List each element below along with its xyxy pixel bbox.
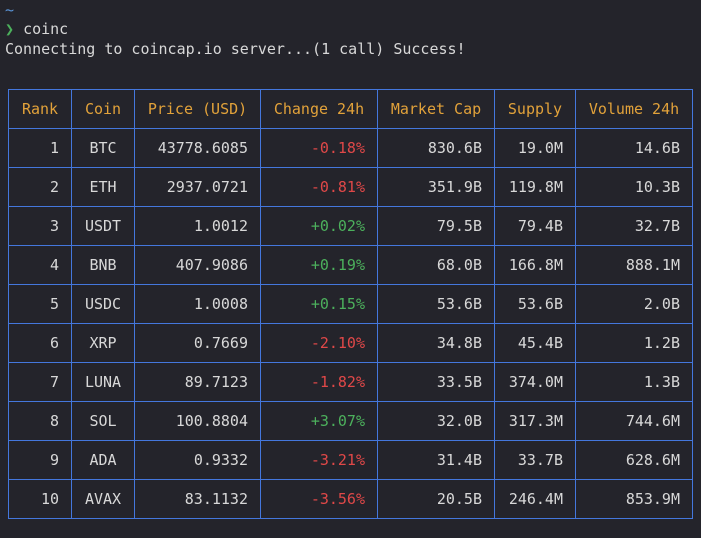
table-row: 4 BNB 407.9086 +0.19% 68.0B 166.8M 888.1M xyxy=(8,245,693,285)
cell-supply: 33.7B xyxy=(494,440,576,480)
cell-price: 0.9332 xyxy=(134,440,261,480)
header-supply: Supply xyxy=(494,89,576,129)
table-row: 7 LUNA 89.7123 -1.82% 33.5B 374.0M 1.3B xyxy=(8,362,693,402)
header-row: Rank Coin Price (USD) Change 24h Market … xyxy=(8,89,693,129)
table-row: 5 USDC 1.0008 +0.15% 53.6B 53.6B 2.0B xyxy=(8,284,693,324)
table-row: 10 AVAX 83.1132 -3.56% 20.5B 246.4M 853.9M xyxy=(8,479,693,519)
cell-volume: 32.7B xyxy=(575,206,693,246)
status-message: Connecting to coincap.io server...(1 cal… xyxy=(5,40,466,58)
cell-supply: 317.3M xyxy=(494,401,576,441)
cell-rank: 4 xyxy=(8,245,72,285)
cell-volume: 888.1M xyxy=(575,245,693,285)
cell-price: 89.7123 xyxy=(134,362,261,402)
cell-supply: 45.4B xyxy=(494,323,576,363)
cell-change: -0.18% xyxy=(260,128,378,168)
cell-price: 407.9086 xyxy=(134,245,261,285)
cell-change: -3.21% xyxy=(260,440,378,480)
cell-coin: SOL xyxy=(71,401,135,441)
cell-volume: 10.3B xyxy=(575,167,693,207)
header-volume: Volume 24h xyxy=(575,89,693,129)
cell-coin: XRP xyxy=(71,323,135,363)
cell-market-cap: 79.5B xyxy=(377,206,495,246)
header-change: Change 24h xyxy=(260,89,378,129)
cell-rank: 5 xyxy=(8,284,72,324)
header-market-cap: Market Cap xyxy=(377,89,495,129)
command-text: coinc xyxy=(23,20,69,38)
cell-coin: USDT xyxy=(71,206,135,246)
cell-coin: ADA xyxy=(71,440,135,480)
cell-coin: USDC xyxy=(71,284,135,324)
cell-rank: 6 xyxy=(8,323,72,363)
cell-market-cap: 34.8B xyxy=(377,323,495,363)
cell-price: 43778.6085 xyxy=(134,128,261,168)
cell-rank: 2 xyxy=(8,167,72,207)
cell-change: -3.56% xyxy=(260,479,378,519)
cell-change: +0.15% xyxy=(260,284,378,324)
cell-change: +0.02% xyxy=(260,206,378,246)
table-row: 8 SOL 100.8804 +3.07% 32.0B 317.3M 744.6M xyxy=(8,401,693,441)
table-row: 1 BTC 43778.6085 -0.18% 830.6B 19.0M 14.6B xyxy=(8,128,693,168)
cell-supply: 119.8M xyxy=(494,167,576,207)
cell-price: 1.0012 xyxy=(134,206,261,246)
cell-change: +3.07% xyxy=(260,401,378,441)
cell-market-cap: 830.6B xyxy=(377,128,495,168)
cell-market-cap: 32.0B xyxy=(377,401,495,441)
cell-market-cap: 33.5B xyxy=(377,362,495,402)
cell-price: 100.8804 xyxy=(134,401,261,441)
cell-rank: 10 xyxy=(8,479,72,519)
cell-rank: 1 xyxy=(8,128,72,168)
cell-supply: 246.4M xyxy=(494,479,576,519)
cell-change: -1.82% xyxy=(260,362,378,402)
cell-volume: 628.6M xyxy=(575,440,693,480)
cell-supply: 53.6B xyxy=(494,284,576,324)
table-row: 3 USDT 1.0012 +0.02% 79.5B 79.4B 32.7B xyxy=(8,206,693,246)
cell-rank: 8 xyxy=(8,401,72,441)
cell-volume: 1.3B xyxy=(575,362,693,402)
table-row: 9 ADA 0.9332 -3.21% 31.4B 33.7B 628.6M xyxy=(8,440,693,480)
cell-volume: 2.0B xyxy=(575,284,693,324)
cell-price: 1.0008 xyxy=(134,284,261,324)
cell-volume: 853.9M xyxy=(575,479,693,519)
table-row: 6 XRP 0.7669 -2.10% 34.8B 45.4B 1.2B xyxy=(8,323,693,363)
cell-supply: 19.0M xyxy=(494,128,576,168)
prompt-arrow-icon: ❯ xyxy=(5,20,15,38)
cell-rank: 9 xyxy=(8,440,72,480)
cell-rank: 3 xyxy=(8,206,72,246)
command-line[interactable]: ❯ coinc xyxy=(5,19,68,39)
cell-market-cap: 68.0B xyxy=(377,245,495,285)
cell-coin: BTC xyxy=(71,128,135,168)
cell-change: -2.10% xyxy=(260,323,378,363)
cell-volume: 744.6M xyxy=(575,401,693,441)
cell-supply: 79.4B xyxy=(494,206,576,246)
cell-volume: 14.6B xyxy=(575,128,693,168)
cell-supply: 166.8M xyxy=(494,245,576,285)
cell-market-cap: 351.9B xyxy=(377,167,495,207)
cell-price: 2937.0721 xyxy=(134,167,261,207)
cell-coin: AVAX xyxy=(71,479,135,519)
header-coin: Coin xyxy=(71,89,135,129)
cell-coin: BNB xyxy=(71,245,135,285)
cell-rank: 7 xyxy=(8,362,72,402)
header-rank: Rank xyxy=(8,89,72,129)
header-price: Price (USD) xyxy=(134,89,261,129)
table-row: 2 ETH 2937.0721 -0.81% 351.9B 119.8M 10.3B xyxy=(8,167,693,207)
cell-price: 83.1132 xyxy=(134,479,261,519)
cell-coin: ETH xyxy=(71,167,135,207)
cell-change: -0.81% xyxy=(260,167,378,207)
cell-market-cap: 31.4B xyxy=(377,440,495,480)
cell-volume: 1.2B xyxy=(575,323,693,363)
cell-supply: 374.0M xyxy=(494,362,576,402)
cell-change: +0.19% xyxy=(260,245,378,285)
cell-price: 0.7669 xyxy=(134,323,261,363)
coin-table: Rank Coin Price (USD) Change 24h Market … xyxy=(8,89,693,519)
cwd-indicator: ~ xyxy=(5,1,15,19)
cell-coin: LUNA xyxy=(71,362,135,402)
cell-market-cap: 53.6B xyxy=(377,284,495,324)
cell-market-cap: 20.5B xyxy=(377,479,495,519)
